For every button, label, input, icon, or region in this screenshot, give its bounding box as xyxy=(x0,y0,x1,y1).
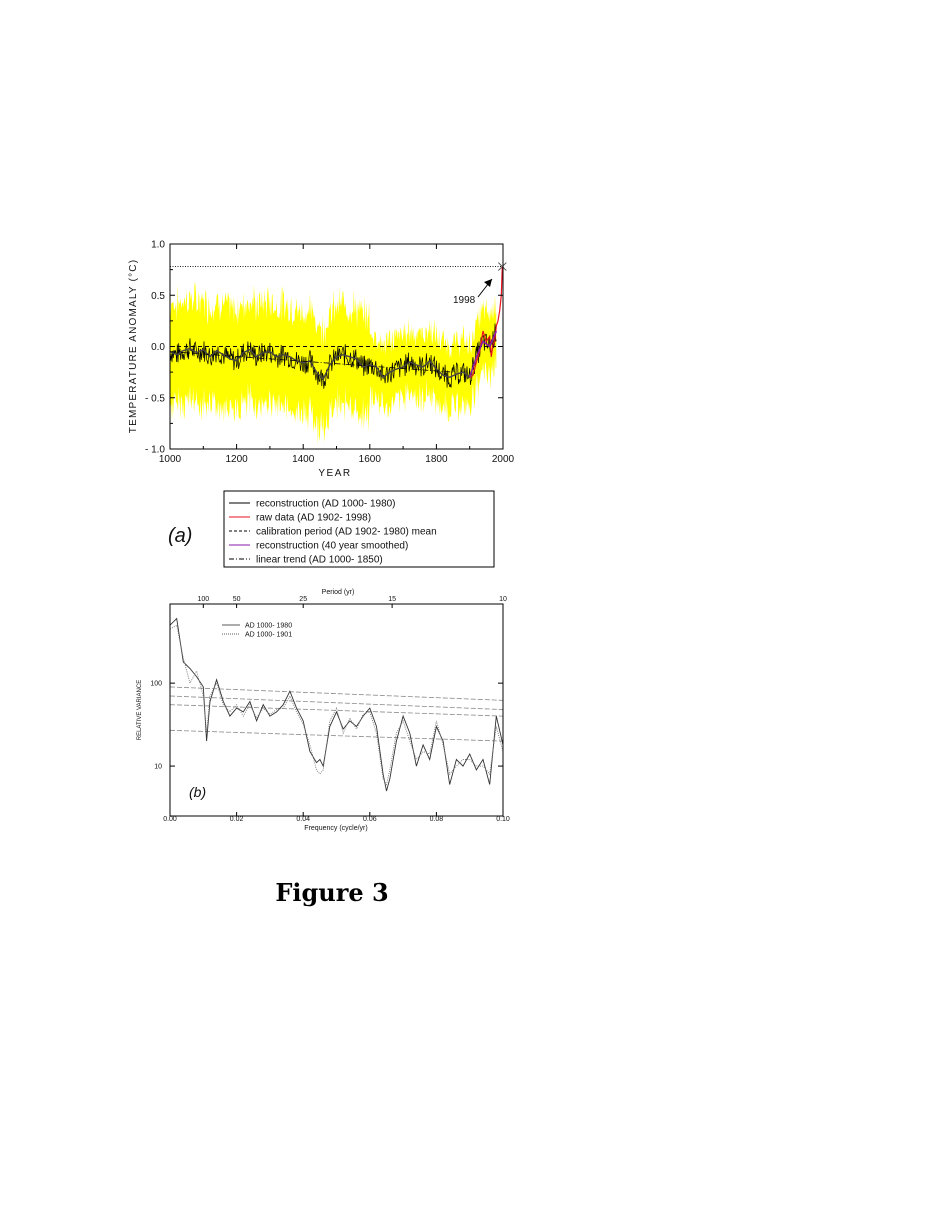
x-tick-label: 1600 xyxy=(359,454,382,465)
x-tick-label: 1200 xyxy=(225,454,248,465)
legend-item: reconstruction (AD 1000- 1980) xyxy=(229,499,396,510)
panel-label-b: (b) xyxy=(189,784,206,800)
legend-label: reconstruction (40 year smoothed) xyxy=(256,541,408,552)
top-tick-label: 15 xyxy=(388,596,396,603)
legend-item-b: AD 1000- 1901 xyxy=(222,632,292,639)
annotation-arrowhead xyxy=(484,279,492,287)
series-smoothed-40yr xyxy=(468,330,498,378)
legend-label-b: AD 1000- 1901 xyxy=(245,632,292,639)
y-axis-title: TEMPERATURE ANOMALY (°C) xyxy=(128,259,139,433)
spectrum-series xyxy=(169,617,504,792)
legend-label: raw data (AD 1902- 1998) xyxy=(256,513,371,524)
plot-border-b xyxy=(169,603,504,817)
legend-item: linear trend (AD 1000- 1850) xyxy=(229,555,383,566)
envelope-area xyxy=(170,282,497,446)
annotation-1998: 1998 xyxy=(453,278,493,306)
y-tick-label: 1.0 xyxy=(151,240,165,251)
legend-item: raw data (AD 1902- 1998) xyxy=(229,513,371,524)
x-tick-label-b: 0.02 xyxy=(230,816,244,823)
panel-label-a: (a) xyxy=(168,525,192,547)
legend-label: calibration period (AD 1902- 1980) mean xyxy=(256,527,437,538)
annotation-1998-label: 1998 xyxy=(453,295,476,306)
axis-ticks-b: 0.00 0.02 0.04 0.06 0.08 0.10 100 50 25 15 10 10 100 xyxy=(150,596,510,823)
top-tick-label: 100 xyxy=(197,596,209,603)
confidence-line xyxy=(169,704,504,717)
x-tick-label-b: 0.06 xyxy=(363,816,377,823)
axis-ticks: 1000 1200 1400 1600 1800 2000 1.0 0.5 0.0 - 0.5 - … xyxy=(145,240,515,466)
series-ad1000-1901 xyxy=(169,624,504,786)
confidence-lines xyxy=(169,686,504,742)
series-raw-data xyxy=(470,266,503,378)
marker-1998 xyxy=(497,262,507,271)
top-axis-title: Period (yr) xyxy=(322,589,355,596)
x-tick-label: 1800 xyxy=(425,454,448,465)
reference-lines xyxy=(170,266,503,347)
x-tick-label-b: 0.08 xyxy=(430,816,444,823)
legend-label: reconstruction (AD 1000- 1980) xyxy=(256,499,396,510)
legend-panel-a: reconstruction (AD 1000- 1980) raw data (… xyxy=(223,490,495,568)
series-ad1000-1980 xyxy=(169,617,504,792)
reconstruction-series xyxy=(169,262,507,389)
plot-frame-b xyxy=(169,603,504,817)
uncertainty-envelope xyxy=(170,282,497,446)
figure-caption: Figure 3 xyxy=(275,878,388,907)
top-tick-label: 50 xyxy=(233,596,241,603)
x-axis-title-b: Frequency (cycle/yr) xyxy=(304,825,367,832)
y-axis-title-b: RELATIVE VARIANCE xyxy=(137,680,143,740)
top-tick-label: 10 xyxy=(499,596,507,603)
y-tick-label: - 1.0 xyxy=(145,445,165,456)
y-tick-label: 0.0 xyxy=(151,342,165,353)
series-reconstruction-smoothed xyxy=(169,347,471,381)
legend-item-b: AD 1000- 1980 xyxy=(222,623,292,630)
legend-label: linear trend (AD 1000- 1850) xyxy=(256,555,383,566)
top-tick-label: 25 xyxy=(299,596,307,603)
x-tick-label-b: 0.04 xyxy=(296,816,310,823)
confidence-line xyxy=(169,695,504,710)
legend-box xyxy=(223,490,495,568)
x-tick-label: 2000 xyxy=(492,454,515,465)
legend-label-b: AD 1000- 1980 xyxy=(245,623,292,630)
panel-a-chart: 1000 1200 1400 1600 1800 2000 1.0 0.5 0.0 - 0.5 - … xyxy=(128,240,515,480)
legend-item: calibration period (AD 1902- 1980) mean xyxy=(229,527,437,538)
confidence-line xyxy=(169,729,504,742)
y-tick-label: - 0.5 xyxy=(145,393,165,404)
x-tick-label: 1000 xyxy=(159,454,182,465)
confidence-line xyxy=(169,686,504,701)
x-tick-label: 1400 xyxy=(292,454,315,465)
series-linear-trend xyxy=(169,351,454,373)
x-axis-title: YEAR xyxy=(318,468,351,479)
panel-b-chart: 0.00 0.02 0.04 0.06 0.08 0.10 100 50 25 15 10 10 100… xyxy=(137,589,510,832)
x-tick-label-b: 0.10 xyxy=(496,816,510,823)
legend-panel-b: AD 1000- 1980 AD 1000- 1901 xyxy=(222,623,292,639)
legend-item: reconstruction (40 year smoothed) xyxy=(229,541,408,552)
y-tick-label: 0.5 xyxy=(151,291,165,302)
y-tick-label-b: 100 xyxy=(150,681,162,688)
y-tick-label-b: 10 xyxy=(154,764,162,771)
x-tick-label-b: 0.00 xyxy=(163,816,177,823)
